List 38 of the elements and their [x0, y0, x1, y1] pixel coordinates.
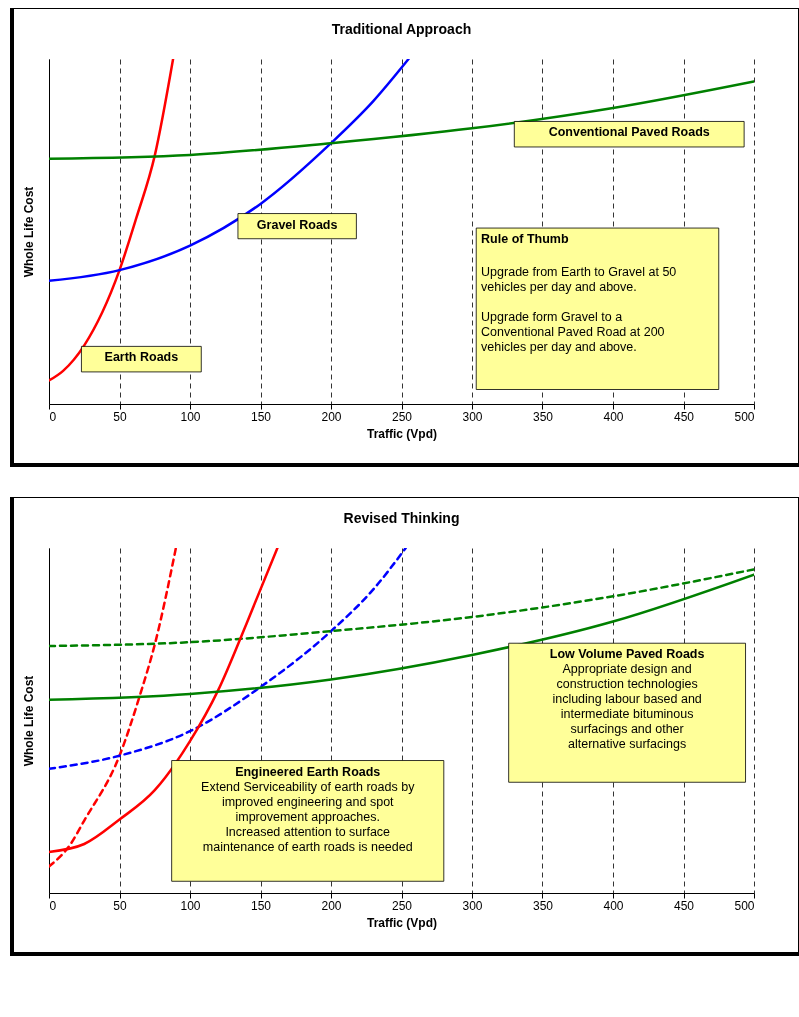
annotation: Engineered Earth Roads: [235, 764, 381, 779]
x-tick-label: 150: [250, 409, 272, 424]
x-tick-label: 250: [391, 898, 413, 913]
series-label: Low Volume Paved Roads: [549, 647, 705, 662]
x-tick-label: 500: [734, 898, 755, 913]
x-tick-label: 150: [250, 898, 272, 913]
x-axis-title: Traffic (Vpd): [366, 426, 438, 441]
x-tick-label: 300: [462, 898, 483, 913]
x-tick-label: 400: [603, 898, 624, 913]
x-tick-label: 300: [462, 409, 483, 424]
y-axis-title: Whole Life Cost: [21, 186, 36, 278]
x-tick-label: 0: [49, 898, 57, 913]
x-tick-label: 350: [532, 409, 554, 424]
x-tick-label: 50: [113, 409, 127, 424]
x-tick-label: 350: [532, 898, 554, 913]
x-tick-label: 400: [603, 409, 624, 424]
annotation: Rule of Thumb: [481, 232, 569, 247]
annotation: Appropriate design and construction technologies including labour based and intermediate bituminous surfacings and other alternative surfacings: [552, 662, 702, 752]
x-tick-label: 450: [673, 409, 695, 424]
x-tick-label: 50: [113, 898, 127, 913]
series-label: Conventional Paved Roads: [548, 125, 710, 140]
x-axis-title: Traffic (Vpd): [366, 915, 438, 930]
x-tick-label: 500: [734, 409, 755, 424]
chart-title: Revised Thinking: [343, 510, 460, 526]
y-axis-title: Whole Life Cost: [21, 675, 36, 767]
x-tick-label: 200: [321, 409, 342, 424]
annotation: Upgrade from Earth to Gravel at 50 vehicles per day and above.: [481, 265, 677, 295]
x-tick-label: 0: [49, 409, 57, 424]
annotation: Upgrade form Gravel to a Conventional Paved Road at 200 vehicles per day and above.: [481, 310, 665, 355]
series-label: Gravel Roads: [256, 217, 338, 232]
annotation: Extend Serviceability of earth roads by improved engineering and spot improvement approaches. Increased attention to surface maintenance of earth roads is needed: [201, 779, 416, 854]
x-tick-label: 100: [180, 898, 201, 913]
x-tick-label: 250: [391, 409, 413, 424]
x-tick-label: 100: [180, 409, 201, 424]
series-label: Earth Roads: [104, 350, 179, 365]
x-tick-label: 450: [673, 898, 695, 913]
chart-title: Traditional Approach: [331, 21, 472, 37]
x-tick-label: 200: [321, 898, 342, 913]
